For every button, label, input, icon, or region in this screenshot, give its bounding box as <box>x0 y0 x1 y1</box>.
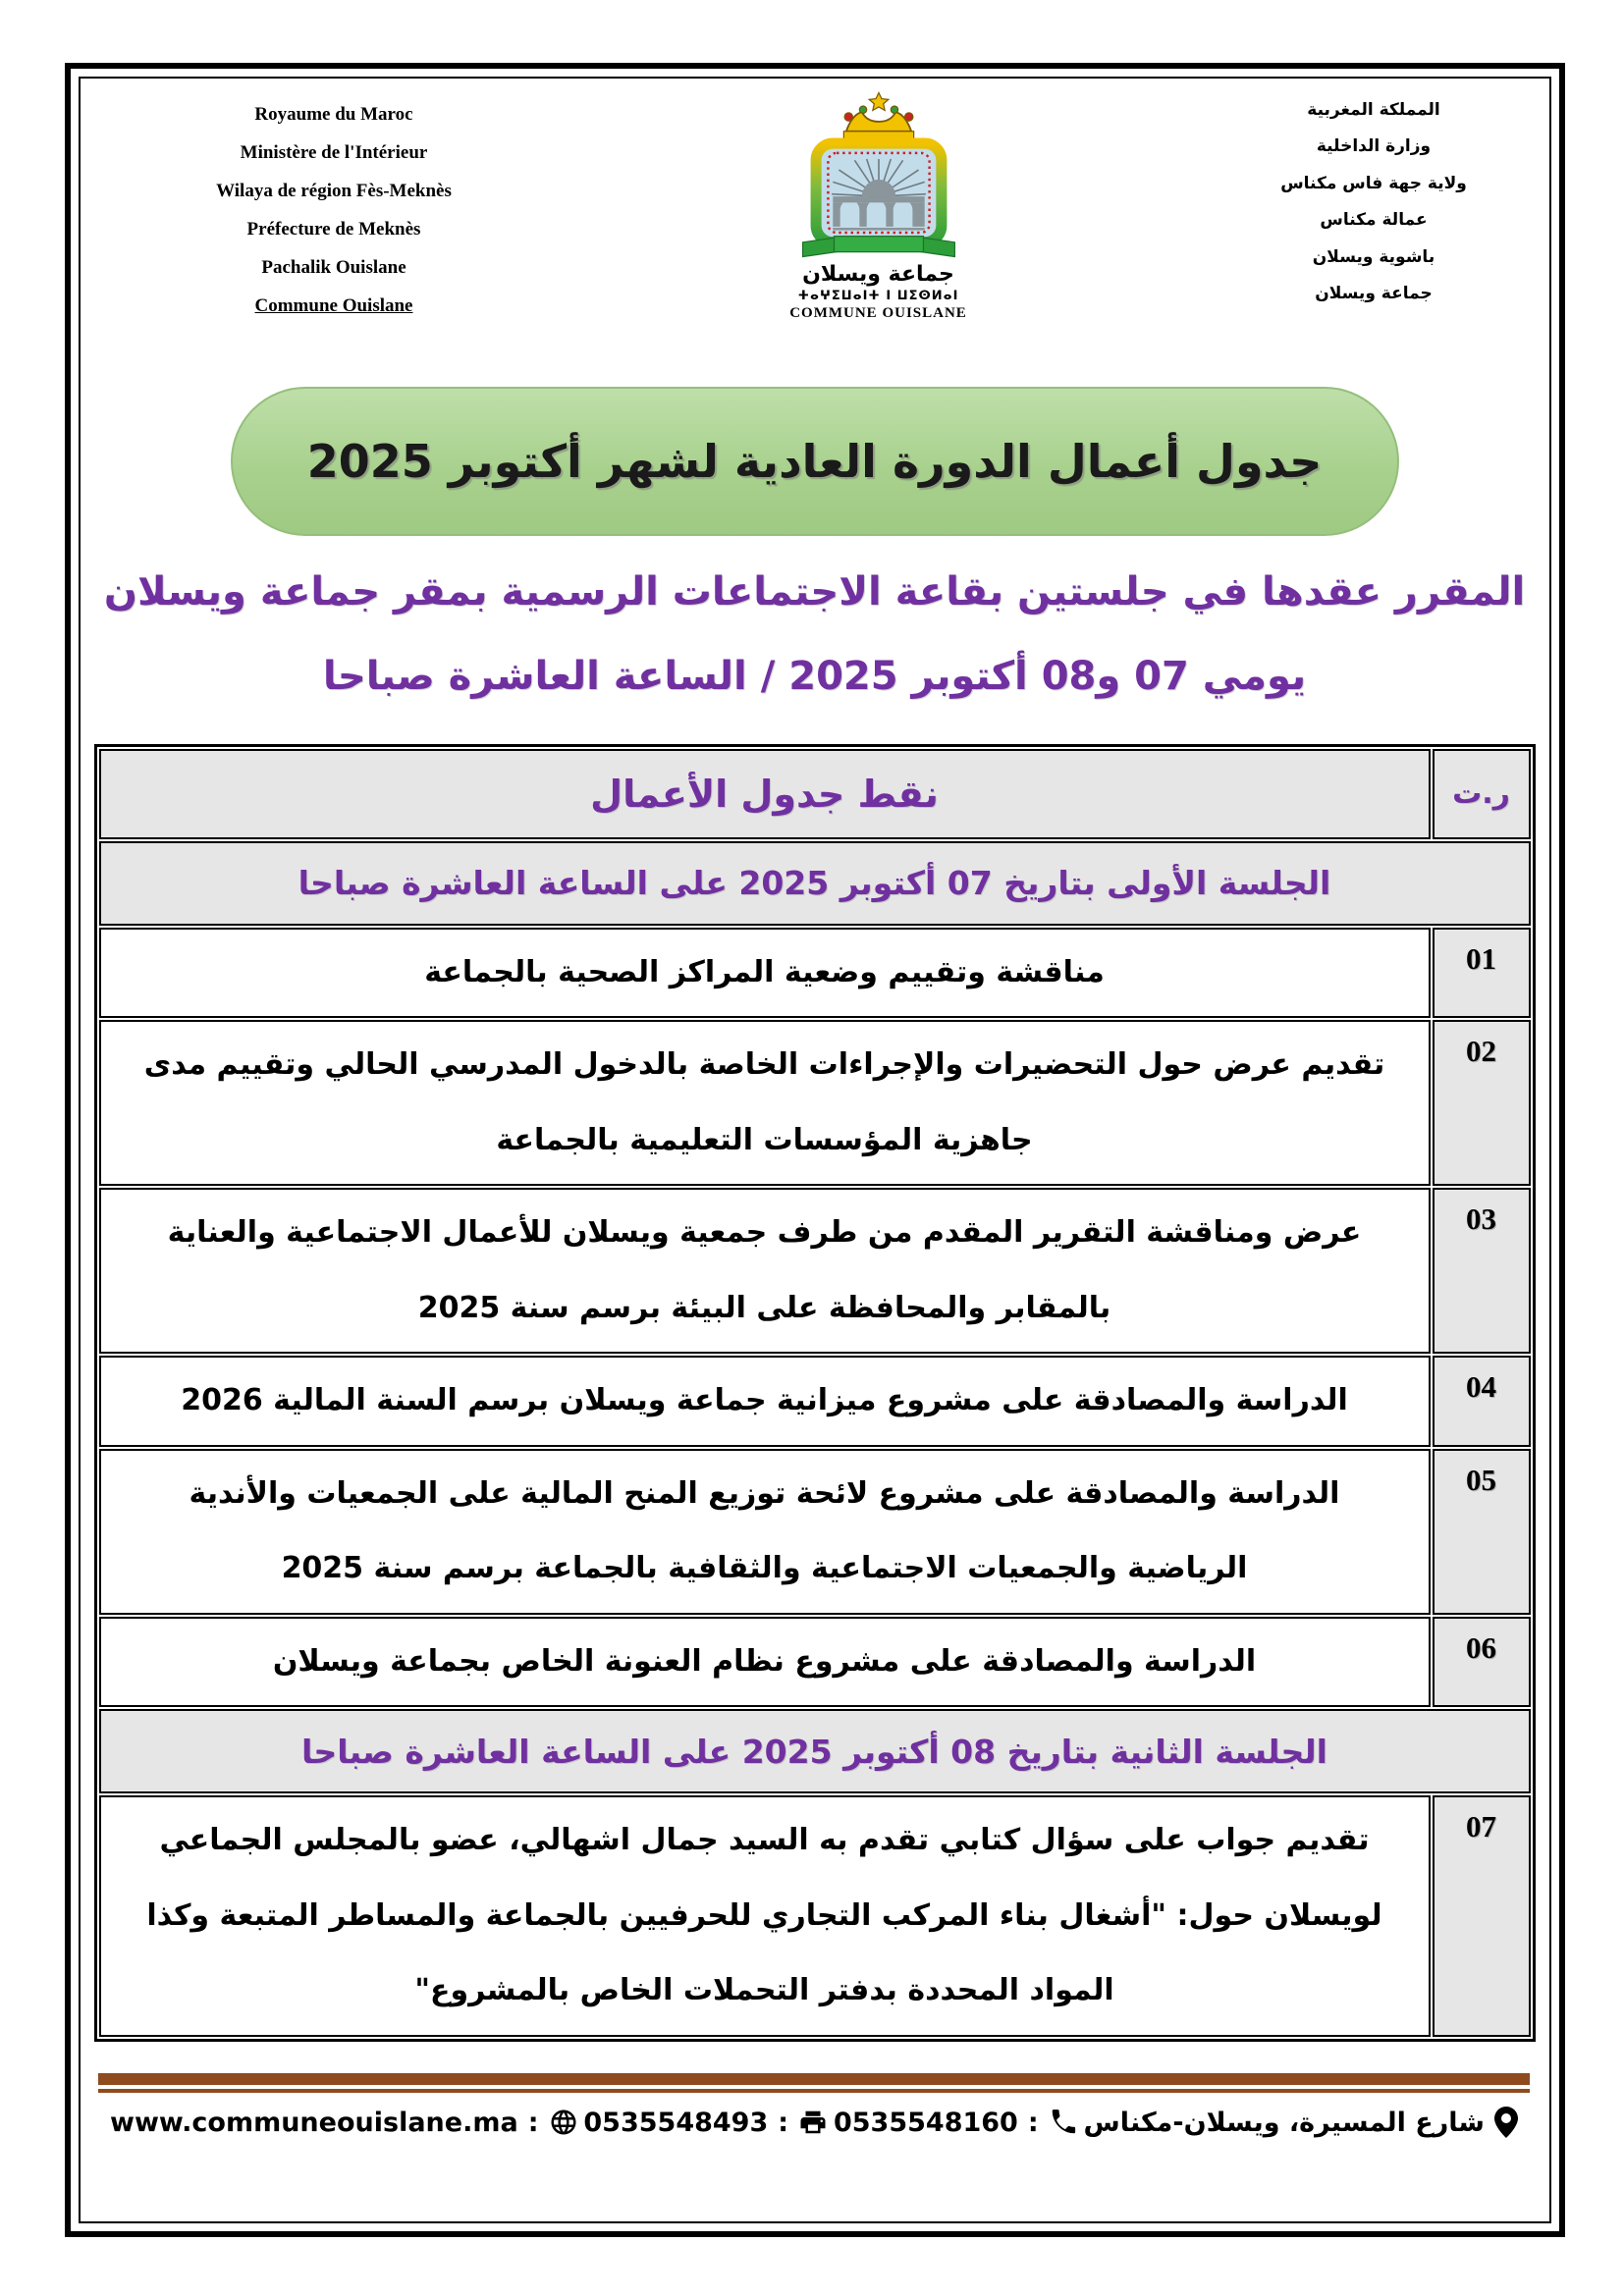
row-number: 03 <box>1432 1188 1531 1355</box>
globe-icon <box>551 2109 575 2135</box>
footer-address: شارع المسيرة، ويسلان-مكناس <box>1083 2107 1485 2138</box>
agenda-item-text: عرض ومناقشة التقرير المقدم من طرف جمعية … <box>98 1188 1431 1355</box>
column-header-items: نقط جدول الأعمال <box>98 748 1431 839</box>
row-number: 04 <box>1432 1356 1531 1447</box>
agenda-item-text: الدراسة والمصادقة على مشروع نظام العنونة… <box>98 1616 1431 1708</box>
header-line: باشوية ويسلان <box>1312 246 1435 267</box>
table-row: 03 عرض ومناقشة التقرير المقدم من طرف جمعي… <box>98 1188 1531 1355</box>
agenda-item-text: الدراسة والمصادقة على مشروع لائحة توزيع … <box>98 1448 1431 1615</box>
column-header-number: ر.ت <box>1432 748 1531 839</box>
subtitle: المقرر عقدها في جلستين بقاعة الاجتماعات … <box>93 569 1536 699</box>
header-french-block: Royaume du Maroc Ministère de l'Intérieu… <box>123 88 545 326</box>
fax-icon <box>800 2110 826 2134</box>
footer-fax-number: 0535548493 <box>583 2107 769 2138</box>
footer-colon: : <box>1027 2107 1039 2138</box>
agenda-item-text: مناقشة وتقييم وضعية المراكز الصحية بالجم… <box>98 927 1431 1019</box>
session-header-row: الجلسة الثانية بتاريخ 08 أكتوبر 2025 على… <box>98 1709 1531 1794</box>
phone-icon <box>1052 2109 1075 2134</box>
footer-phone-item: : 0535548160 <box>834 2108 1078 2138</box>
subtitle-line-1: المقرر عقدها في جلستين بقاعة الاجتماعات … <box>103 568 1526 614</box>
subtitle-line-2: يومي 07 و08 أكتوبر 2025 / الساعة العاشرة… <box>322 653 1307 699</box>
session-title: الجلسة الثانية بتاريخ 08 أكتوبر 2025 على… <box>98 1709 1531 1794</box>
footer-colon: : <box>778 2107 789 2138</box>
footer-fax-item: : 0535548493 <box>583 2108 828 2138</box>
header-line: Royaume du Maroc <box>254 104 413 125</box>
commune-logo: جماعة ويسلان ⵜⴰⵖⵉⵡⴰⵏⵜ ⵏ ⵡⵉⵙⵍⴰⵏ COMMUNE O… <box>761 90 997 322</box>
header-line: Commune Ouislane <box>254 294 413 316</box>
footer-colon: : <box>527 2107 539 2138</box>
footer-contact-row: شارع المسيرة، ويسلان-مكناس : 0535548160 … <box>98 2107 1530 2138</box>
footer-address-item: شارع المسيرة، ويسلان-مكناس <box>1084 2107 1518 2138</box>
header-line: ولاية جهة فاس مكناس <box>1280 173 1467 193</box>
coat-of-arms-icon <box>801 91 955 258</box>
header-line: وزارة الداخلية <box>1316 136 1432 157</box>
footer-website: www.communeouislane.ma <box>110 2107 518 2138</box>
footer-rule-thin <box>98 2089 1530 2093</box>
session-title: الجلسة الأولى بتاريخ 07 أكتوبر 2025 على … <box>98 840 1531 926</box>
agenda-item-text: تقديم عرض حول التحضيرات والإجراءات الخاص… <box>98 1020 1431 1187</box>
footer-website-item: : www.communeouislane.ma <box>110 2108 577 2138</box>
logo-tifinagh-name: ⵜⴰⵖⵉⵡⴰⵏⵜ ⵏ ⵡⵉⵙⵍⴰⵏ <box>797 289 959 304</box>
agenda-item-text: تقديم جواب على سؤال كتابي تقدم به السيد … <box>98 1795 1431 2037</box>
agenda-table: ر.ت نقط جدول الأعمال الجلسة الأولى بتاري… <box>93 743 1536 2042</box>
header-line: Préfecture de Meknès <box>246 218 421 240</box>
row-number: 01 <box>1432 927 1531 1019</box>
header-line: جماعة ويسلان <box>1315 283 1433 303</box>
header-line: Ministère de l'Intérieur <box>240 141 428 163</box>
footer: شارع المسيرة، ويسلان-مكناس : 0535548160 … <box>98 2073 1530 2138</box>
document-title-banner: جدول أعمال الدورة العادية لشهر أكتوبر 20… <box>230 386 1399 536</box>
table-header-row: ر.ت نقط جدول الأعمال <box>98 748 1531 839</box>
table-row: 04 الدراسة والمصادقة على مشروع ميزانية جم… <box>98 1356 1531 1447</box>
table-row: 07 تقديم جواب على سؤال كتابي تقدم به السي… <box>98 1795 1531 2037</box>
session-header-row: الجلسة الأولى بتاريخ 07 أكتوبر 2025 على … <box>98 840 1531 926</box>
row-number: 02 <box>1432 1020 1531 1187</box>
row-number: 07 <box>1432 1795 1531 2037</box>
agenda-item-text: الدراسة والمصادقة على مشروع ميزانية جماع… <box>98 1356 1431 1447</box>
row-number: 05 <box>1432 1448 1531 1615</box>
header-arabic-block: المملكة المغربية وزارة الداخلية ولاية جه… <box>1212 88 1536 312</box>
footer-phone-number: 0535548160 <box>833 2107 1018 2138</box>
header-line: عمالة مكناس <box>1320 210 1428 231</box>
table-row: 06 الدراسة والمصادقة على مشروع نظام العنو… <box>98 1616 1531 1708</box>
agenda-table-body: الجلسة الأولى بتاريخ 07 أكتوبر 2025 على … <box>98 840 1531 2037</box>
header-line: Wilaya de région Fès-Meknès <box>216 180 452 201</box>
footer-rule-thick <box>98 2073 1530 2085</box>
table-row: 05 الدراسة والمصادقة على مشروع لائحة توزي… <box>98 1448 1531 1615</box>
table-row: 02 تقديم عرض حول التحضيرات والإجراءات الخ… <box>98 1020 1531 1187</box>
header: Royaume du Maroc Ministère de l'Intérieu… <box>93 88 1536 326</box>
header-line: المملكة المغربية <box>1307 100 1440 120</box>
table-row: 01 مناقشة وتقييم وضعية المراكز الصحية بال… <box>98 927 1531 1019</box>
row-number: 06 <box>1432 1616 1531 1708</box>
logo-latin-name: COMMUNE OUISLANE <box>789 305 967 322</box>
document-title: جدول أعمال الدورة العادية لشهر أكتوبر 20… <box>306 434 1323 488</box>
location-pin-icon <box>1494 2107 1518 2138</box>
logo-arabic-name: جماعة ويسلان <box>802 262 954 287</box>
header-line: Pachalik Ouislane <box>261 256 406 278</box>
